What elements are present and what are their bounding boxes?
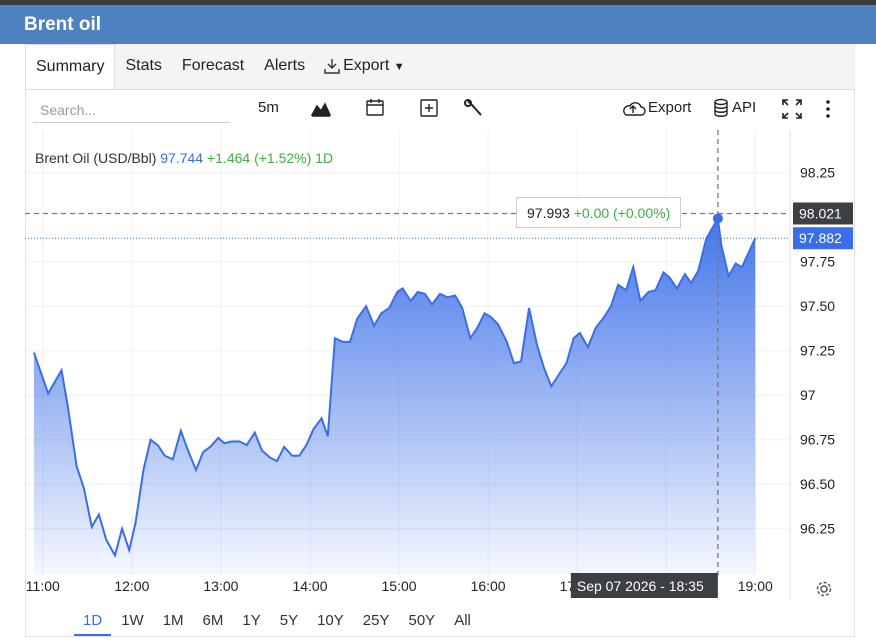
- tooltip-change: +0.00 (+0.00%): [573, 205, 671, 221]
- range-buttons: 1D 1W 1M 6M 1Y 5Y 10Y 25Y 50Y All: [74, 612, 490, 636]
- tooltip: 97.993 +0.00 (+0.00%): [516, 197, 682, 228]
- range-button[interactable]: 5Y: [279, 612, 299, 629]
- range-button[interactable]: All: [454, 612, 471, 629]
- download-icon: [324, 59, 340, 74]
- y-tick-label: 97.50: [800, 298, 835, 314]
- interval-button[interactable]: 5m: [258, 99, 279, 116]
- x-tick-label: 14:00: [292, 578, 327, 594]
- area-fill: [33, 218, 756, 575]
- plot: [32, 215, 757, 575]
- range-button[interactable]: 10Y: [317, 612, 344, 629]
- y-tick-label: 96.25: [800, 521, 835, 537]
- last-price-label: 97.882: [799, 230, 842, 246]
- x-tick-label: 11:00: [26, 578, 60, 594]
- legend-name: Brent Oil (USD/Bbl): [35, 150, 157, 166]
- range-button[interactable]: 1D: [74, 612, 112, 636]
- y-tick-label: 96.75: [800, 432, 835, 448]
- x-tick-label: 12:00: [114, 578, 149, 594]
- legend-change: +1.464 (+1.52%): [206, 150, 312, 166]
- indicator-icon[interactable]: [420, 99, 438, 117]
- y-tick-label: 97: [800, 387, 816, 403]
- crosshair-y-box: [793, 202, 853, 225]
- top-strip: [0, 0, 876, 5]
- chart-type-icon[interactable]: [310, 102, 332, 117]
- tab[interactable]: Summary: [25, 44, 116, 89]
- tab[interactable]: Stats: [125, 57, 162, 74]
- crosshair-x-label: Sep 07 2026 - 18:35: [577, 578, 704, 594]
- legend-price: 97.744: [160, 150, 204, 166]
- tab[interactable]: Alerts: [264, 57, 306, 74]
- header-title: Brent oil: [0, 5, 876, 44]
- tab-label: Export: [343, 57, 390, 74]
- x-tick-label: 19:00: [738, 578, 773, 594]
- export-cloud-icon[interactable]: [623, 102, 646, 116]
- y-tick-label: 98.25: [800, 165, 835, 181]
- tooltip-value: 97.993: [527, 205, 570, 221]
- settings-gear[interactable]: [816, 581, 832, 597]
- tab[interactable]: Forecast: [181, 57, 245, 74]
- more-icon[interactable]: [826, 100, 830, 118]
- calendar-icon[interactable]: [366, 99, 384, 116]
- caret: ▼: [393, 61, 405, 73]
- tabs: Summary Stats Forecast Alerts Export ▼: [25, 44, 855, 90]
- legend-interval: 1D: [315, 150, 334, 166]
- chart-frame: [25, 90, 855, 637]
- search-input[interactable]: Search...: [33, 96, 230, 123]
- x-tick-label: 16:00: [471, 578, 506, 594]
- legend: Brent Oil (USD/Bbl) 97.744 +1.464 (+1.52…: [35, 150, 333, 166]
- last-price-box: [793, 227, 853, 250]
- api-button[interactable]: API: [732, 99, 757, 116]
- price-line: [32, 215, 757, 559]
- y-tick-label: 97.75: [800, 254, 835, 270]
- range-button[interactable]: 1M: [162, 612, 184, 629]
- crosshair-x-box: [570, 573, 718, 598]
- export-button[interactable]: Export: [648, 99, 692, 116]
- overlay: 97.882 98.021 Sep 07 2026 - 18:35: [25, 130, 853, 598]
- x-tick-label: 15:00: [382, 578, 417, 594]
- range-button[interactable]: 50Y: [408, 612, 436, 629]
- tab[interactable]: Export ▼: [315, 44, 415, 89]
- hover-point: [712, 213, 723, 224]
- range-button[interactable]: 1Y: [242, 612, 261, 629]
- crosshair-y-label: 98.021: [799, 205, 842, 221]
- range-button[interactable]: 6M: [202, 612, 224, 629]
- toolbar-icons: [310, 98, 830, 119]
- y-tick-label: 97.25: [800, 343, 835, 359]
- range-button[interactable]: 25Y: [362, 612, 390, 629]
- fullscreen-icon[interactable]: [782, 99, 802, 119]
- settings-wrench-icon[interactable]: [464, 99, 482, 116]
- x-tick-label: 13:00: [203, 578, 238, 594]
- y-tick-label: 96.50: [800, 476, 835, 492]
- range-button[interactable]: 1W: [121, 612, 144, 629]
- api-db-icon[interactable]: [714, 98, 728, 117]
